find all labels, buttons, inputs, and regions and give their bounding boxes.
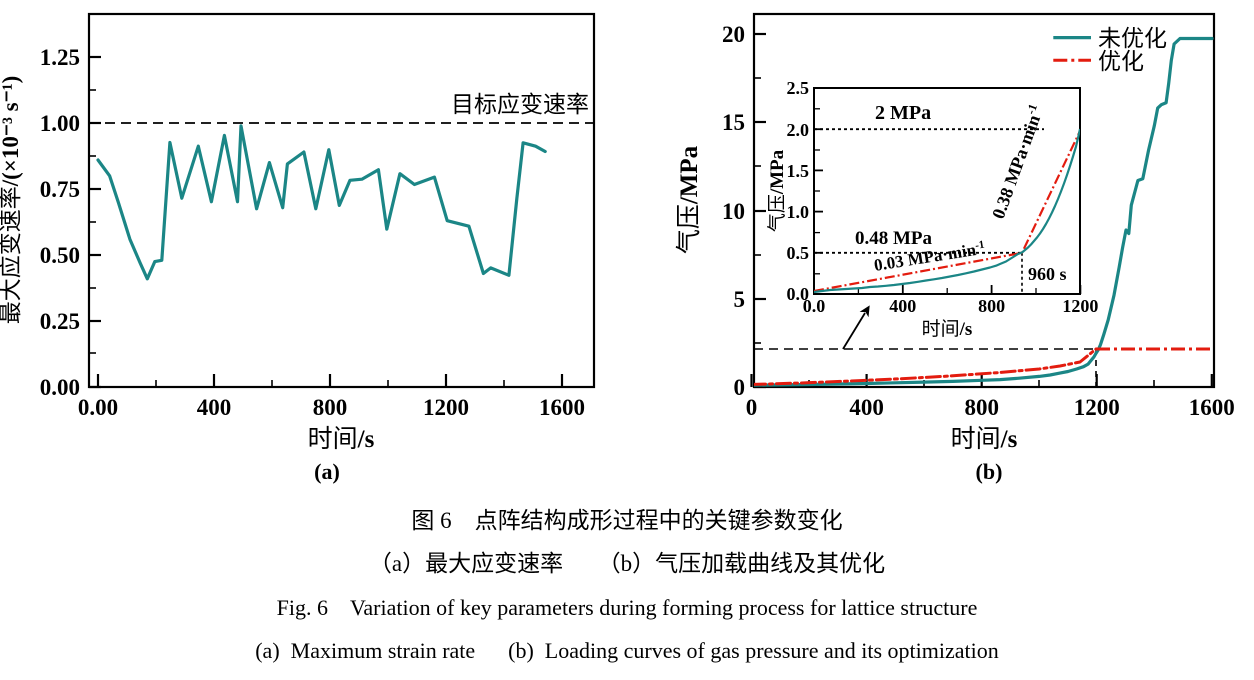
svg-text:10: 10 [722,199,745,224]
svg-text:0.75: 0.75 [40,177,80,202]
svg-text:0.48 MPa: 0.48 MPa [855,228,933,249]
svg-text:5: 5 [734,287,746,312]
svg-text:15: 15 [722,110,745,135]
svg-text:图 6 点阵结构成形过程中的关键参数变化: 图 6 点阵结构成形过程中的关键参数变化 [411,508,842,533]
svg-text:800: 800 [964,395,999,420]
svg-text:0: 0 [734,375,746,400]
svg-text:400: 400 [197,395,232,420]
svg-text:气压/MPa: 气压/MPa [675,145,703,254]
svg-text:时间/s: 时间/s [922,318,973,340]
svg-text:2 MPa: 2 MPa [875,102,931,124]
svg-text:0.5: 0.5 [787,243,810,263]
svg-text:优化: 优化 [1098,49,1144,74]
svg-text:1.0: 1.0 [787,202,810,222]
svg-text:1.25: 1.25 [40,45,80,70]
svg-text:时间/s: 时间/s [951,425,1018,453]
svg-text:(a): (a) [314,459,340,484]
svg-text:0.50: 0.50 [40,243,80,268]
svg-text:400: 400 [849,395,884,420]
svg-text:未优化: 未优化 [1098,26,1167,51]
svg-text:400: 400 [889,296,916,316]
svg-text:20: 20 [722,22,745,47]
svg-text:2.5: 2.5 [787,78,810,98]
svg-text:800: 800 [978,296,1005,316]
svg-text:(b): (b) [976,459,1003,484]
svg-text:960 s: 960 s [1028,264,1067,284]
svg-text:目标应变速率: 目标应变速率 [451,92,589,117]
svg-text:0.25: 0.25 [40,309,80,334]
svg-text:1200: 1200 [1074,395,1120,420]
svg-text:1.5: 1.5 [787,161,810,181]
svg-text:1600: 1600 [1189,395,1235,420]
svg-text:1200: 1200 [423,395,469,420]
svg-text:(a) Maximum strain rate (b): (a) Maximum strain rate (b) Loading curv… [255,638,999,663]
svg-text:Fig. 6 Variation of key param: Fig. 6 Variation of key parameters durin… [277,595,978,620]
svg-text:1.00: 1.00 [40,111,80,136]
svg-text:0.00: 0.00 [40,375,80,400]
svg-text:0.0: 0.0 [803,296,826,316]
svg-text:1600: 1600 [539,395,585,420]
svg-text:2.0: 2.0 [787,120,810,140]
svg-text:（a）最大应变速率 （b）气压加载曲线及其优化: （a）最大应变速率 （b）气压加载曲线及其优化 [369,551,885,576]
svg-text:时间/s: 时间/s [308,425,375,453]
svg-text:0.00: 0.00 [78,395,118,420]
svg-text:最大应变速率/(×10⁻³ s⁻¹): 最大应变速率/(×10⁻³ s⁻¹) [0,76,23,325]
svg-text:1200: 1200 [1062,296,1098,316]
svg-text:0: 0 [746,395,758,420]
svg-text:800: 800 [313,395,348,420]
svg-text:气压/MPa: 气压/MPa [766,149,788,232]
